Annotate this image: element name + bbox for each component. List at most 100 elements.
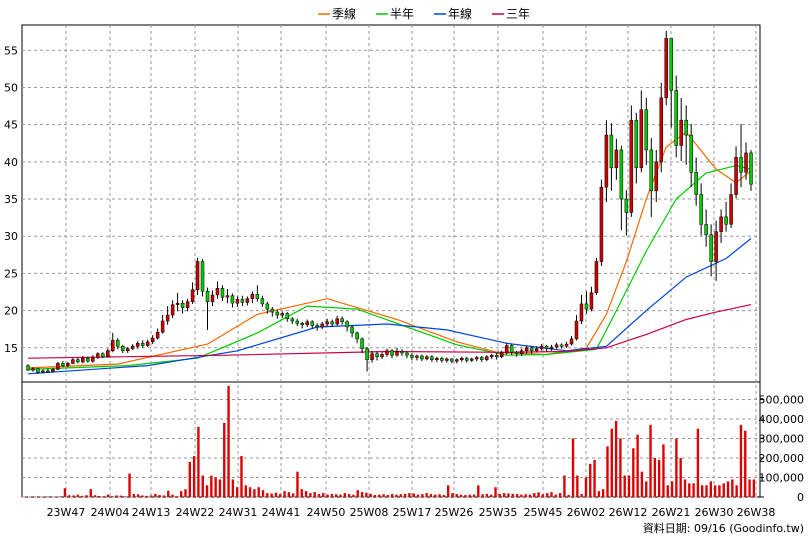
candle-body-53 [290, 318, 295, 322]
candle-body-144 [744, 152, 748, 173]
volume-bar-124 [558, 493, 562, 497]
candle-body-82 [435, 357, 439, 360]
candle-body-66 [355, 332, 359, 340]
volume-bar-36 [180, 491, 183, 497]
volume-bar-100 [455, 494, 458, 497]
candle-body-30 [175, 302, 180, 305]
volume-bar-32 [162, 495, 166, 497]
volume-bar-22 [119, 495, 123, 497]
volume-bar-99 [451, 493, 454, 497]
volume-bar-44 [214, 477, 217, 497]
volume-bar-15 [89, 489, 92, 497]
volume-bar-19 [106, 494, 110, 497]
volume-bar-107 [485, 493, 489, 497]
footer-source: 資料日期: 09/16 (Goodinfo.tw) [643, 521, 804, 535]
volume-bar-159 [709, 481, 713, 497]
legend-label-1: 半年 [390, 7, 414, 21]
candle-body-60 [325, 321, 329, 325]
candle-body-104 [544, 346, 549, 349]
candle-body-130 [674, 90, 678, 146]
volume-bar-42 [205, 485, 209, 497]
volume-bar-117 [528, 494, 532, 497]
candle-body-14 [96, 353, 100, 358]
volume-bar-31 [158, 495, 161, 497]
candle-body-5 [51, 369, 55, 372]
volume-bar-40 [197, 426, 200, 497]
volume-bar-89 [408, 493, 411, 497]
candle-body-2 [36, 368, 40, 373]
volume-bar-126 [567, 495, 570, 497]
volume-bar-87 [399, 494, 402, 497]
candle-body-121 [629, 119, 634, 213]
volume-tick-label-4: 400,000 [759, 413, 805, 426]
volume-bar-141 [632, 448, 635, 497]
volume-bar-167 [744, 430, 747, 497]
volume-bar-91 [416, 494, 420, 497]
candle-body-126 [654, 161, 659, 192]
volume-bar-95 [434, 494, 437, 497]
volume-bar-28 [145, 495, 148, 497]
volume-bar-27 [141, 495, 144, 497]
volume-bar-8 [59, 496, 62, 497]
volume-bar-165 [735, 485, 738, 497]
volume-bar-108 [490, 494, 493, 497]
price-tick-label-5: 40 [4, 156, 18, 169]
candle-body-128 [664, 38, 668, 99]
volume-bar-149 [666, 485, 669, 497]
volume-bar-105 [477, 485, 480, 497]
volume-bar-75 [347, 494, 351, 497]
volume-bar-104 [472, 494, 476, 497]
candle-body-45 [250, 293, 255, 299]
candle-body-118 [614, 149, 619, 169]
candle-body-21 [130, 346, 135, 349]
x-tick-label-16: 26W38 [737, 506, 776, 519]
volume-bar-116 [524, 494, 527, 497]
volume-bar-121 [546, 493, 549, 497]
candle-body-105 [549, 346, 554, 349]
candle-body-31 [180, 302, 185, 308]
candle-body-49 [270, 308, 275, 313]
candle-body-110 [574, 320, 579, 340]
volume-bar-41 [201, 475, 204, 497]
candle-body-38 [215, 288, 220, 296]
volume-bar-30 [154, 493, 157, 497]
candle-body-32 [185, 301, 190, 308]
volume-bar-135 [606, 446, 609, 497]
candle-body-102 [534, 348, 539, 352]
volume-bar-16 [93, 495, 97, 497]
volume-bar-62 [291, 493, 295, 497]
candle-body-137 [709, 234, 713, 262]
candle-body-63 [340, 318, 344, 323]
candle-body-116 [604, 134, 609, 188]
volume-bar-84 [386, 495, 390, 497]
candle-body-35 [200, 261, 205, 292]
candle-body-140 [724, 216, 728, 225]
volume-bar-151 [675, 438, 678, 497]
candle-body-129 [669, 38, 673, 91]
volume-bar-155 [692, 483, 695, 497]
volume-bar-46 [223, 422, 226, 497]
volume-bar-122 [550, 492, 553, 497]
price-axis: 15 20 25 30 35 40 45 50 55 [4, 44, 18, 355]
x-tick-label-5: 24W41 [262, 506, 301, 519]
candle-body-41 [230, 295, 235, 304]
volume-bar-74 [343, 493, 347, 497]
x-axis: 23W47 24W04 24W13 24W22 24W31 24W41 24W50 25W08… [47, 506, 776, 519]
volume-bar-162 [722, 483, 725, 497]
volume-bar-33 [167, 490, 170, 497]
volume-bar-18 [102, 496, 105, 497]
volume-bar-9 [63, 488, 67, 497]
volume-bar-118 [533, 493, 536, 497]
candle-body-79 [420, 355, 424, 360]
candle-body-29 [170, 304, 175, 316]
candle-body-16 [106, 350, 110, 357]
candle-body-55 [300, 322, 304, 325]
volume-bar-64 [300, 489, 303, 497]
volume-bar-57 [270, 493, 273, 497]
volume-bar-161 [718, 485, 721, 497]
volume-bar-147 [657, 459, 661, 497]
volume-bar-14 [85, 495, 88, 497]
volume-tick-label-0: 0 [797, 491, 804, 504]
volume-bar-69 [322, 493, 325, 497]
candle-body-112 [584, 303, 589, 310]
